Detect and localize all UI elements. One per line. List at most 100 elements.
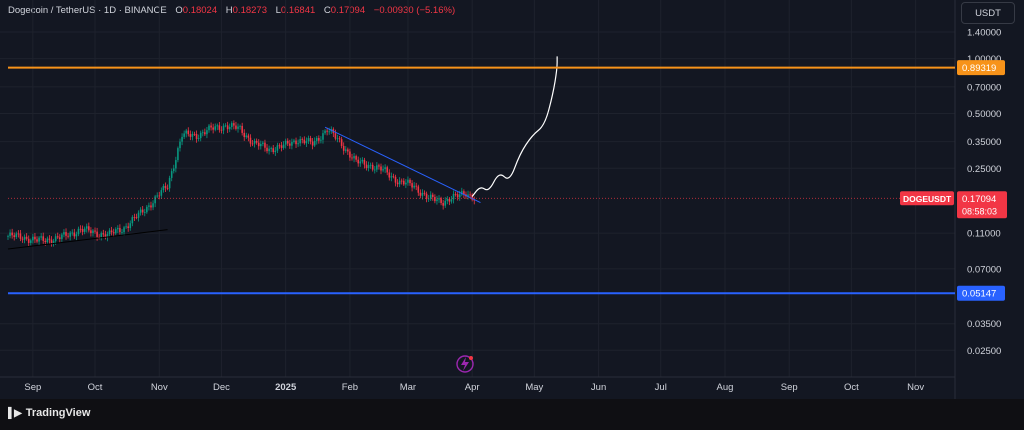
price-tick-label: 0.25000 [967,164,1001,175]
candle-body [175,160,177,169]
candle-body [390,176,393,178]
candle-body [303,139,306,144]
time-tick-label: Aug [717,382,734,393]
candle-body [40,236,42,238]
candle-body [210,125,212,128]
candle-body [46,238,49,243]
candle-body [38,237,40,242]
price-tick-label: 0.07000 [967,264,1001,275]
candle-body [411,183,413,188]
candle-body [19,233,22,239]
candle-body [162,185,165,191]
candle-body [334,133,337,139]
candle-body [44,240,47,243]
candle-body [233,123,235,126]
event-icon-dot [469,356,473,360]
candle-body [293,140,295,142]
candle-body [224,125,227,127]
time-tick-label: Oct [844,382,859,393]
candle-body [34,236,36,240]
candle-body [218,125,221,130]
currency-button[interactable]: USDT [961,2,1015,24]
candle-body [197,138,200,139]
candle-body [373,169,376,171]
candle-body [249,137,252,144]
candle-body [463,191,465,195]
lightning-bolt-icon[interactable] [456,355,474,373]
symbol-title[interactable]: Dogecoin / TetherUS · 1D · BINANCE [8,5,167,16]
candle-body [154,196,156,204]
candle-body [440,198,442,204]
candle-body [67,235,69,237]
current-price-tag [957,191,1007,219]
candle-body [415,185,418,187]
candle-body [90,230,92,234]
candle-body [148,205,150,207]
candle-body [351,157,353,159]
time-tick-label: Sep [24,382,41,393]
trendline [324,126,481,204]
price-tick-label: 0.02500 [967,346,1001,357]
candle-body [108,230,111,235]
candle-body [9,232,11,237]
candle-body [181,136,183,142]
candle-body [400,180,403,182]
candle-body [274,150,277,153]
candle-body [442,203,444,206]
candle-body [110,230,113,233]
time-tick-label: Apr [465,382,480,393]
candle-body [239,125,241,127]
candle-body [220,129,223,131]
candle-body [59,237,61,239]
candle-body [282,144,285,148]
candle-body [168,177,171,189]
candle-body [347,149,349,152]
price-tick-label: 0.35000 [967,137,1001,148]
candle-body [152,203,154,208]
candle-body [421,192,424,196]
candle-body [268,148,270,152]
candle-body [284,140,287,145]
candle-body [214,126,217,130]
candle-body [257,142,260,147]
candle-body [187,130,190,135]
candle-body [419,192,422,196]
candle-body [278,145,281,147]
candle-body [355,156,357,160]
projection-path [471,56,558,197]
candle-body [266,147,268,152]
candle-body [216,125,219,127]
candle-body [36,239,38,242]
candle-body [446,198,449,201]
price-tick-label: 0.70000 [967,82,1001,93]
candle-body [324,130,326,134]
candle-body [42,236,45,241]
candle-body [291,141,293,146]
candle-body [452,193,455,200]
candle-body [131,217,134,224]
open-value: 0.18024 [182,5,218,16]
candle-body [423,192,426,194]
candle-body [63,232,65,235]
candle-body [121,232,123,233]
event-icon-ring [456,355,474,373]
candle-body [65,232,67,236]
candle-body [114,229,117,234]
candle-body [436,199,438,202]
candle-body [112,232,115,234]
tradingview-logo[interactable]: ▌▶ TradingView [8,407,90,419]
level-tag-label: 0.05147 [962,289,996,300]
candle-body [17,233,20,235]
candle-body [450,199,453,202]
candle-body [413,185,415,188]
candle-body [311,141,314,146]
candle-body [369,164,372,166]
candle-body [461,191,463,195]
candle-body [146,206,148,213]
candle-body [189,134,192,137]
footer-bar [0,399,1024,430]
symbol-header: Dogecoin / TetherUS · 1D · BINANCE O0.18… [8,5,455,16]
candle-body [98,236,100,238]
candle-body [417,186,420,193]
